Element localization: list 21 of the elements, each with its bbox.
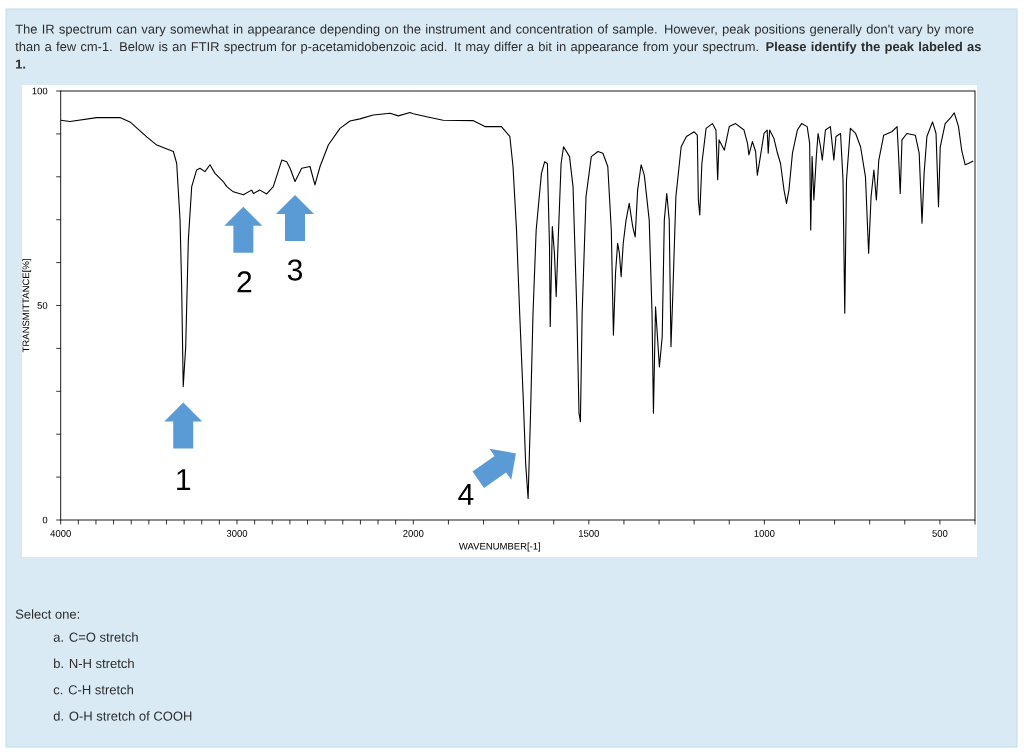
y-tick-label: 0 xyxy=(42,516,48,524)
annotation: 2 xyxy=(237,271,252,293)
x-axis-title: WAVENUMBER[-1] xyxy=(458,542,541,552)
y-tick-label: 50 xyxy=(37,302,48,309)
text: b. N-H stretch xyxy=(54,658,134,669)
text: c. C-H stretch xyxy=(53,684,134,695)
text: d. O-H stretch of COOH xyxy=(53,711,192,721)
x-tick-label: 500 xyxy=(932,530,948,537)
x-tick-label: 4000 xyxy=(50,530,71,537)
annotation: 3 xyxy=(287,259,303,281)
chart-title: The IR spectrum can vary somewhat in appearance depending on the instrument and concentration of sample. However, peak positions generally don't vary by more than a few cm-1. Below is an FTIR spectrum for p-acetamidobenzoic acid. It may differ a bit in appearance from your spectrum. Please identify the peak labeled as 1. xyxy=(15,24,981,69)
y-tick-label: 100 xyxy=(32,87,48,95)
x-tick-label: 1000 xyxy=(754,530,775,537)
y-axis-title: TRANSMITTANCE[%] xyxy=(22,259,32,353)
x-tick-label: 2000 xyxy=(403,530,424,537)
annotation: 4 xyxy=(458,484,474,505)
annotation: 1 xyxy=(177,469,191,490)
x-tick-label: 1500 xyxy=(578,530,600,537)
x-tick-label: 3000 xyxy=(226,530,248,537)
text: Select one: xyxy=(15,609,80,619)
text: a. C=O stretch xyxy=(53,632,138,642)
